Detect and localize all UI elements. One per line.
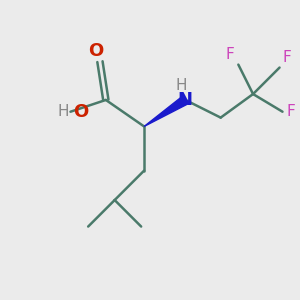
Text: F: F: [287, 104, 296, 119]
Text: F: F: [283, 50, 291, 64]
Polygon shape: [144, 96, 188, 126]
Text: F: F: [225, 47, 234, 62]
Text: H: H: [58, 104, 69, 119]
Text: H: H: [175, 78, 187, 93]
Text: N: N: [178, 91, 193, 109]
Text: O: O: [74, 103, 89, 121]
Text: O: O: [88, 42, 103, 60]
